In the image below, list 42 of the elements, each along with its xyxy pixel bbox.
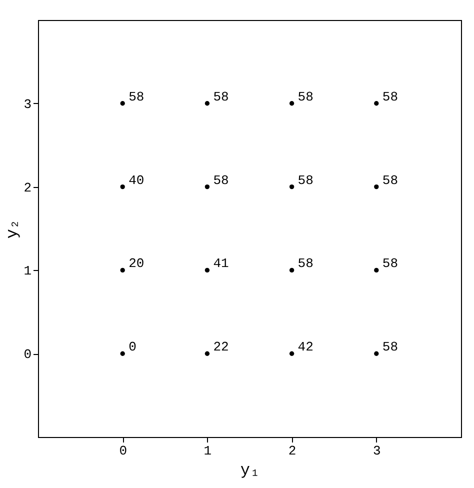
annotation: 40 — [128, 172, 144, 188]
point — [204, 351, 210, 356]
point — [374, 351, 379, 356]
point — [120, 101, 125, 106]
annotation: 58 — [298, 89, 314, 104]
point — [374, 268, 379, 273]
x-tick-label: 3 — [372, 444, 381, 458]
x-tick-label: 0 — [119, 444, 128, 458]
annotation: 42 — [298, 340, 314, 355]
point — [204, 268, 210, 273]
annotation: 20 — [128, 256, 144, 272]
x-axis-title: y₁ — [240, 462, 260, 480]
y-tick-label: 2 — [24, 180, 32, 196]
annotation: 58 — [382, 340, 398, 355]
point — [289, 101, 294, 106]
annotation: 58 — [382, 89, 398, 104]
y-tick-label: 3 — [24, 96, 32, 112]
annotation: 58 — [213, 89, 229, 104]
annotation: 58 — [298, 172, 314, 188]
point — [289, 184, 294, 190]
point — [204, 101, 210, 106]
point — [374, 101, 379, 106]
point — [289, 351, 294, 356]
point — [204, 184, 210, 190]
annotation: 41 — [213, 256, 229, 272]
annotation: 0 — [128, 340, 136, 355]
y-tick-label: 0 — [24, 347, 32, 362]
annotation: 58 — [128, 89, 144, 104]
annotation: 58 — [382, 172, 398, 188]
point — [120, 268, 125, 273]
annotation: 58 — [213, 172, 229, 188]
y-tick-label: 1 — [24, 264, 32, 279]
x-tick-label: 2 — [288, 444, 296, 458]
y-axis-title: y₂ — [4, 219, 22, 239]
annotation: 58 — [382, 256, 398, 272]
annotation: 22 — [213, 340, 229, 355]
point — [120, 184, 125, 190]
annotation: 58 — [298, 256, 314, 272]
point — [374, 184, 379, 190]
point — [120, 351, 125, 356]
x-tick-label: 1 — [204, 444, 212, 458]
point — [289, 268, 294, 273]
